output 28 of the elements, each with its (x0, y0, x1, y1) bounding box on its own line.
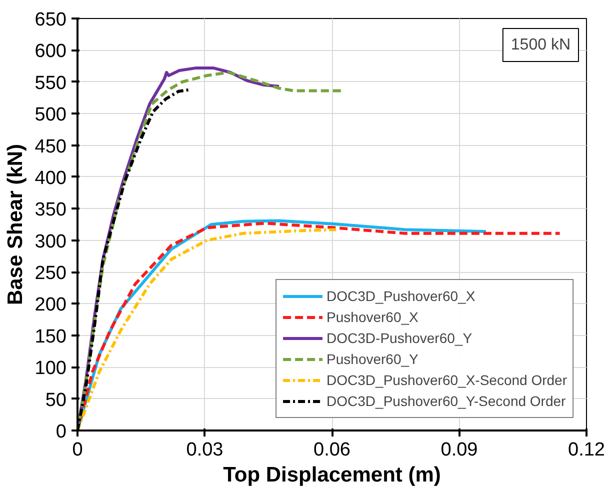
y-tick-label: 550 (34, 72, 66, 94)
x-tick-label: 0.03 (186, 440, 224, 460)
annotation: 1500 kN (510, 36, 570, 54)
y-tick-label: 200 (34, 294, 66, 316)
y-tick-label: 350 (34, 200, 66, 221)
y-tick-label: 300 (34, 231, 66, 252)
x-tick-label: 0 (72, 440, 83, 460)
x-tick-label: 0.12 (568, 440, 605, 460)
y-tick-label: 250 (34, 263, 66, 284)
y-tick-label: 100 (34, 358, 66, 380)
y-axis-title: Base Shear (kN) (4, 144, 27, 306)
legend-label: Pushover60_Y (326, 350, 418, 368)
y-tick-label: 600 (34, 41, 66, 62)
x-axis-title: Top Displacement (m) (223, 464, 441, 486)
legend-label: DOC3D_Pushover60_X (326, 287, 476, 305)
x-tick-label: 0.06 (314, 440, 350, 460)
x-tick-label: 0.09 (440, 440, 478, 460)
y-tick-label: 150 (34, 326, 66, 348)
legend-label: Pushover60_X (326, 308, 418, 326)
legend-label: DOC3D_Pushover60_Y-Second Order (326, 392, 566, 410)
y-tick-label: 650 (34, 10, 66, 30)
y-tick-label: 500 (34, 104, 66, 126)
y-tick-label: 400 (34, 168, 66, 189)
legend-label: DOC3D_Pushover60_X-Second Order (326, 371, 567, 389)
legend-label: DOC3D-Pushover60_Y (326, 329, 472, 347)
y-tick-label: 0 (56, 422, 67, 442)
y-tick-label: 450 (34, 136, 66, 158)
y-tick-label: 50 (45, 390, 67, 411)
